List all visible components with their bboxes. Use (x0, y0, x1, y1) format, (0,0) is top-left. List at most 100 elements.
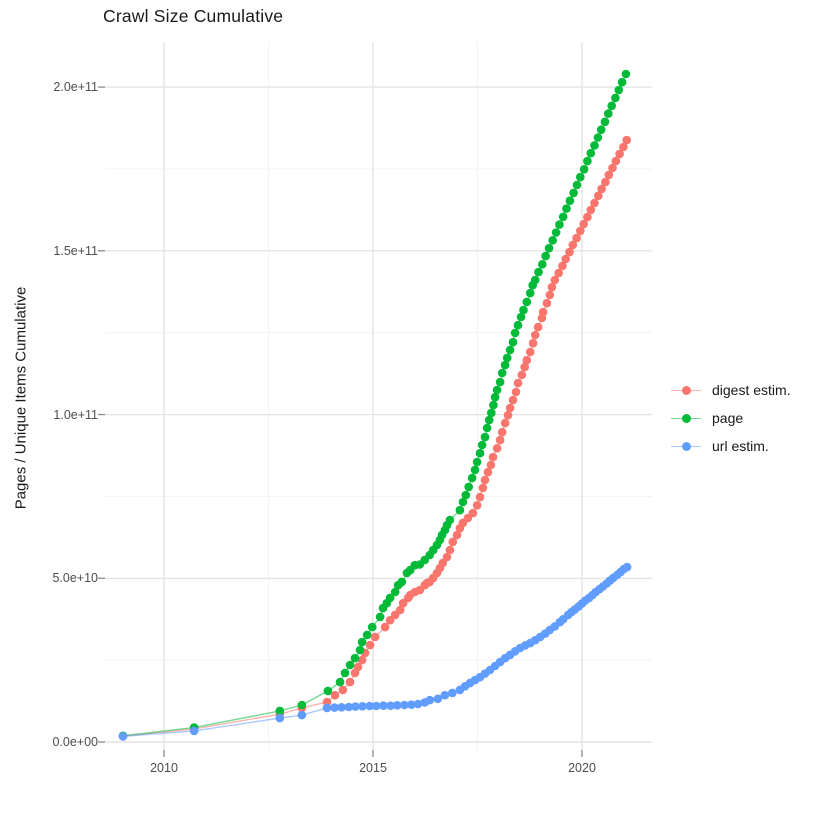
data-point (472, 501, 482, 510)
data-point (608, 163, 617, 173)
data-point (495, 377, 505, 387)
data-point (565, 196, 575, 205)
data-point (489, 400, 498, 410)
data-point (425, 695, 435, 705)
data-point (614, 85, 624, 95)
data-point (380, 622, 390, 632)
data-point (569, 188, 578, 198)
data-point (533, 322, 543, 332)
legend-item-digest-estim: digest estim. (671, 380, 791, 400)
data-point (528, 338, 538, 348)
chart-title: Crawl Size Cumulative (103, 6, 284, 26)
data-point (470, 465, 480, 475)
data-point (488, 452, 498, 462)
y-tick-label: 0.0e+00 (52, 735, 98, 749)
data-point (622, 135, 631, 145)
data-point (597, 184, 606, 194)
data-point (565, 247, 574, 257)
y-tick-label: 1.5e+11 (53, 243, 98, 258)
data-point (370, 632, 380, 642)
data-point (365, 640, 375, 650)
y-tick-label: 5.0e+10 (52, 571, 98, 586)
data-point (385, 593, 395, 603)
data-point (330, 703, 339, 712)
data-point (297, 710, 307, 720)
series-points-digest-estim- (118, 135, 631, 741)
data-point (500, 418, 510, 428)
legend-label-digest: digest estim. (712, 382, 791, 398)
data-point (593, 133, 603, 142)
data-point (480, 475, 490, 485)
data-point (367, 622, 377, 632)
data-point (538, 260, 547, 269)
data-point (497, 427, 507, 437)
data-point (607, 101, 616, 111)
x-tick-label: 2015 (359, 761, 387, 775)
data-point (480, 432, 490, 442)
data-point (345, 677, 355, 687)
data-point (611, 93, 620, 103)
data-point (551, 228, 561, 237)
series-points-url-estim- (118, 562, 632, 741)
data-point (322, 703, 332, 713)
data-point (357, 655, 367, 665)
data-point (379, 701, 388, 710)
data-point (621, 69, 631, 79)
data-point (513, 378, 523, 388)
data-point (467, 473, 477, 483)
data-point (433, 694, 443, 704)
legend-label-page: page (712, 410, 744, 426)
data-point (455, 505, 465, 515)
data-point (516, 312, 526, 322)
data-point (392, 701, 402, 710)
data-point (464, 482, 474, 492)
data-point (583, 156, 592, 166)
legend-label-url: url estim. (712, 438, 769, 454)
data-point (519, 305, 528, 315)
data-point (297, 700, 307, 710)
data-point (492, 385, 502, 395)
data-point (530, 330, 540, 340)
data-point (478, 483, 488, 493)
data-point (338, 685, 348, 695)
data-point (525, 288, 535, 298)
data-point (448, 688, 457, 698)
data-point (483, 467, 493, 477)
data-point (445, 515, 455, 525)
data-point (508, 395, 518, 405)
data-point (619, 142, 628, 152)
data-point (458, 497, 468, 507)
data-point (390, 587, 400, 597)
data-point (502, 353, 512, 363)
data-point (330, 690, 340, 700)
data-point (555, 220, 564, 229)
data-point (395, 605, 405, 615)
series-line-2 (122, 566, 628, 738)
data-point (358, 702, 367, 711)
data-point (562, 204, 571, 213)
data-point (617, 77, 627, 87)
data-point (484, 415, 494, 425)
data-point (604, 109, 613, 118)
data-point (568, 240, 578, 250)
data-point (353, 662, 363, 672)
data-point (544, 243, 554, 253)
data-point (475, 448, 485, 458)
data-point (525, 347, 535, 357)
data-point (572, 180, 582, 190)
data-point (576, 226, 585, 236)
y-tick-label: 1.0e+11 (53, 407, 98, 422)
data-point (545, 290, 555, 300)
legend-key-digest-icon (671, 384, 701, 396)
data-point (590, 141, 599, 150)
data-point (572, 233, 581, 243)
data-point (365, 701, 375, 711)
data-point (397, 577, 407, 587)
data-point (558, 212, 568, 222)
data-point (482, 423, 492, 433)
data-point (344, 702, 354, 712)
data-point (275, 713, 285, 723)
data-point (522, 297, 532, 307)
data-point (495, 435, 505, 445)
data-point (448, 537, 458, 547)
